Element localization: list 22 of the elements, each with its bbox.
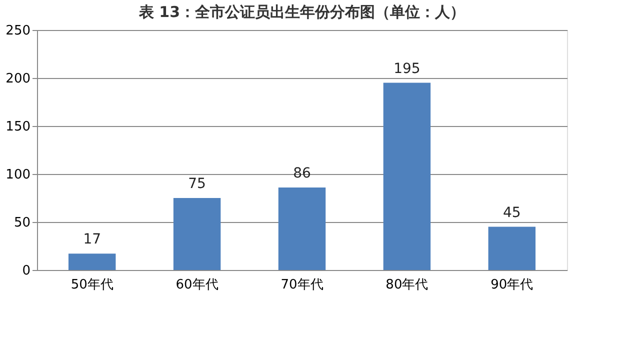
chart-title: 表 13：全市公证员出生年份分布图（单位：人） — [138, 3, 466, 21]
bar — [173, 198, 221, 270]
bar — [68, 254, 116, 270]
y-tick-label: 250 — [6, 24, 30, 38]
x-tick-label: 60年代 — [176, 278, 218, 292]
bar — [278, 187, 326, 270]
data-label: 45 — [502, 204, 521, 221]
data-label: 195 — [394, 60, 420, 77]
data-label: 17 — [83, 232, 102, 248]
y-tick-label: 0 — [22, 264, 30, 278]
x-tick-label: 50年代 — [70, 278, 114, 292]
bar — [488, 226, 536, 270]
data-label: 86 — [293, 165, 311, 182]
y-tick-label: 100 — [6, 168, 30, 182]
y-tick-label: 50 — [14, 216, 30, 230]
y-tick-label: 150 — [6, 120, 30, 134]
x-tick-label: 90年代 — [490, 278, 534, 292]
data-label: 75 — [188, 176, 206, 192]
x-tick-label: 70年代 — [280, 278, 324, 292]
y-tick-label: 200 — [6, 72, 30, 86]
bar — [383, 82, 431, 270]
x-tick-label: 80年代 — [386, 278, 428, 292]
